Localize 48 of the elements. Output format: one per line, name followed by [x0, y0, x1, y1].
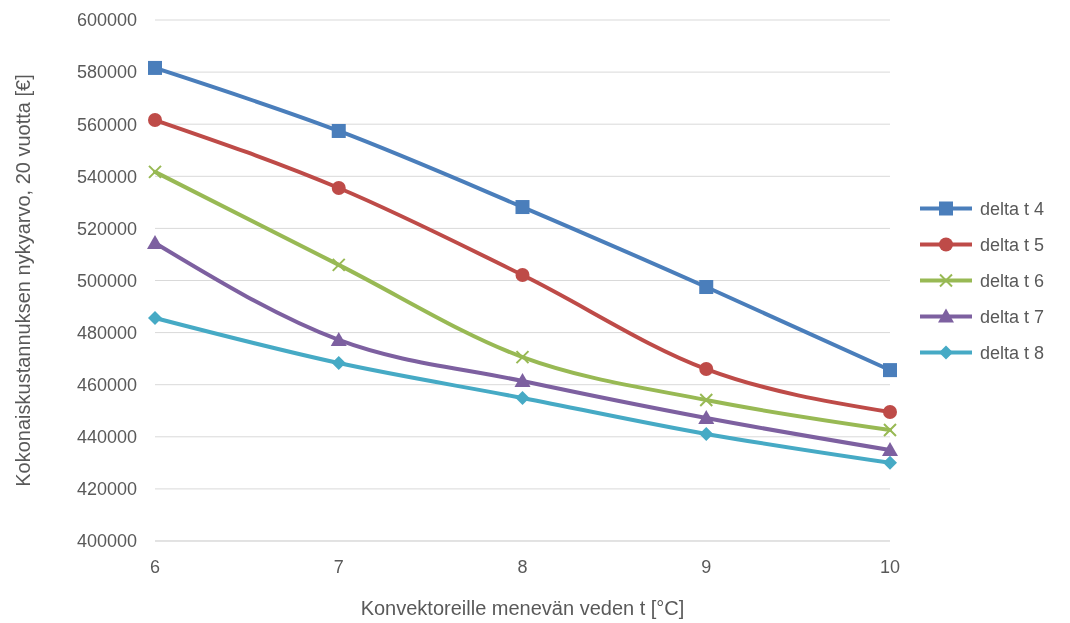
point	[883, 363, 897, 378]
x-tick-label: 6	[149, 557, 161, 577]
legend-label: delta t 7	[980, 306, 1045, 327]
x-tick-label: 7	[333, 557, 344, 577]
point	[883, 405, 897, 420]
y-tick-label: 500000	[76, 270, 137, 291]
point	[331, 356, 346, 371]
x-tick-label: 8	[517, 557, 528, 577]
point	[148, 311, 162, 326]
point	[148, 164, 162, 179]
point	[331, 123, 346, 138]
point	[699, 426, 714, 441]
point	[148, 60, 162, 75]
point	[330, 331, 347, 346]
point	[699, 280, 714, 295]
x-axis-title: Konvektoreille menevän veden t [°C]	[360, 597, 685, 619]
y-tick-label: 480000	[76, 322, 137, 343]
y-tick-label: 460000	[76, 375, 137, 395]
point	[515, 200, 530, 215]
point	[882, 442, 898, 457]
y-tick-label: 580000	[76, 62, 137, 83]
y-tick-label: 520000	[76, 218, 137, 239]
point	[699, 362, 714, 377]
point	[883, 423, 897, 438]
point	[515, 268, 530, 283]
point	[698, 410, 715, 425]
point	[515, 350, 530, 365]
point	[515, 390, 530, 405]
point	[699, 393, 714, 408]
y-tick-label: 540000	[76, 166, 137, 187]
point	[331, 181, 346, 196]
point	[148, 113, 162, 128]
legend-label: delta t 5	[980, 234, 1045, 255]
legend-label: delta t 6	[980, 270, 1045, 291]
y-axis-title: Kokonaiskustannuksen nykyarvo, 20 vuotta [€]	[12, 74, 34, 487]
point	[883, 455, 897, 470]
point	[514, 373, 531, 388]
legend-label: delta t 4	[980, 198, 1045, 219]
y-tick-label: 600000	[76, 10, 137, 31]
y-tick-label: 560000	[76, 114, 137, 135]
legend-label: delta t 8	[980, 342, 1045, 363]
x-tick-label: 9	[701, 557, 712, 577]
y-tick-label: 400000	[76, 531, 137, 552]
y-tick-label: 420000	[76, 479, 137, 500]
point	[331, 257, 346, 272]
point	[147, 234, 163, 249]
x-tick-label: 10	[879, 557, 901, 577]
y-tick-label: 440000	[76, 427, 137, 448]
